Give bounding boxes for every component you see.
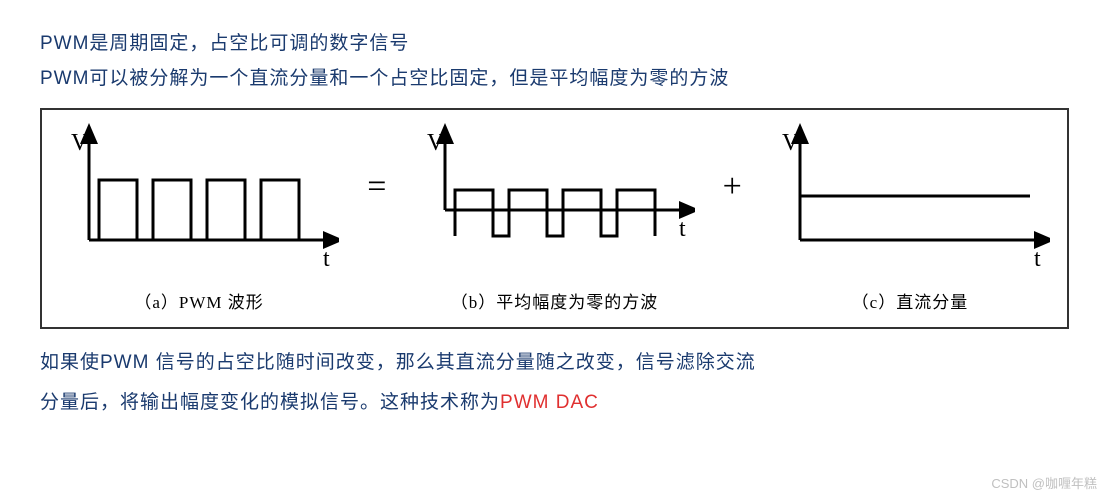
caption-a: （a）PWM 波形: [134, 288, 263, 313]
panel-a: Vt （a）PWM 波形: [59, 120, 339, 313]
caption-b: （b）平均幅度为零的方波: [451, 288, 659, 313]
panel-c: Vt （c）直流分量: [770, 120, 1050, 313]
caption-c: （c）直流分量: [852, 288, 969, 313]
svg-text:V: V: [71, 130, 89, 156]
svg-text:t: t: [1034, 246, 1041, 272]
plus-sign: +: [717, 168, 748, 206]
outro-line-1: 如果使PWM 信号的占空比随时间改变，那么其直流分量随之改变，信号滤除交流: [40, 347, 1069, 379]
outro-text: 如果使PWM 信号的占空比随时间改变，那么其直流分量随之改变，信号滤除交流 分量…: [40, 347, 1069, 420]
svg-text:t: t: [323, 246, 330, 272]
watermark: CSDN @咖喱年糕: [991, 473, 1097, 492]
svg-text:V: V: [782, 130, 800, 156]
outro-line-2: 分量后，将输出幅度变化的模拟信号。这种技术称为PWM DAC: [40, 387, 1069, 419]
svg-text:t: t: [679, 216, 686, 242]
equals-sign: =: [361, 168, 392, 206]
diagram-container: Vt （a）PWM 波形 = Vt （b）平均幅度为零的方波 + Vt （c）直…: [40, 108, 1069, 329]
chart-c-dc-component: Vt: [770, 120, 1050, 280]
chart-a-pwm-waveform: Vt: [59, 120, 339, 280]
panel-b: Vt （b）平均幅度为零的方波: [415, 120, 695, 313]
intro-text: PWM是周期固定，占空比可调的数字信号 PWM可以被分解为一个直流分量和一个占空…: [40, 28, 1069, 90]
intro-line-1: PWM是周期固定，占空比可调的数字信号: [40, 28, 1069, 55]
chart-b-zero-mean-square: Vt: [415, 120, 695, 280]
intro-line-2: PWM可以被分解为一个直流分量和一个占空比固定，但是平均幅度为零的方波: [40, 63, 1069, 90]
svg-text:V: V: [427, 130, 445, 156]
